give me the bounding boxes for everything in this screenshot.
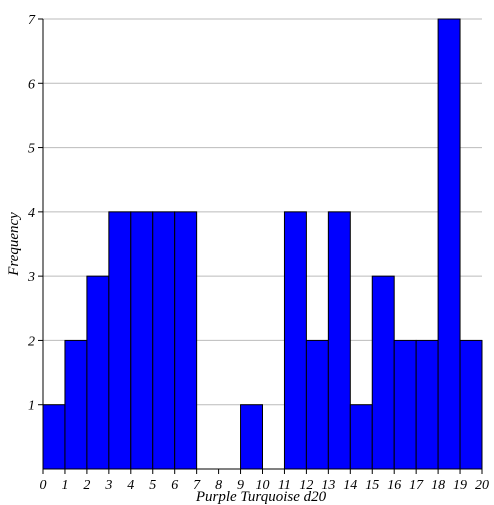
bar	[437, 18, 461, 470]
x-tick-label: 11	[278, 478, 291, 493]
x-axis-label: Purple Turquoise d20	[195, 489, 327, 505]
bar	[64, 339, 88, 470]
y-tick-label: 1	[28, 399, 35, 414]
x-tick-labels: 0 1 2 3 4 5 6 7 8 9 10 11 12 13 14 15 16 17 18 19 20	[40, 478, 490, 493]
bar	[349, 404, 373, 470]
x-tick-label: 20	[475, 478, 489, 493]
y-axis-label: Frequency	[6, 212, 22, 277]
x-tick-label: 17	[409, 478, 424, 493]
bar	[130, 211, 154, 470]
x-tick-label: 14	[343, 478, 357, 493]
bar	[152, 211, 176, 470]
x-tick-label: 7	[193, 478, 201, 493]
bar	[86, 275, 110, 470]
x-tick-label: 12	[299, 478, 313, 493]
x-tick-label: 1	[61, 478, 68, 493]
bar	[240, 404, 264, 470]
bar	[283, 211, 307, 470]
bar	[174, 211, 198, 470]
bar	[415, 339, 439, 470]
x-tick-label: 15	[365, 478, 379, 493]
x-tick-label: 19	[453, 478, 467, 493]
bar	[371, 275, 395, 470]
y-tick-label: 6	[28, 77, 35, 92]
bar	[108, 211, 132, 470]
y-tick-labels: 1 2 3 4 5 6 7	[27, 13, 36, 414]
x-tick-label: 18	[431, 478, 445, 493]
bar	[305, 339, 329, 470]
y-tick-label: 5	[28, 142, 35, 157]
x-tick-label: 2	[83, 478, 90, 493]
y-tick-label: 2	[28, 334, 35, 349]
y-tick-label: 7	[28, 13, 36, 28]
x-tick-label: 8	[215, 478, 222, 493]
bars	[42, 18, 483, 470]
bar	[459, 339, 483, 470]
bar	[327, 211, 351, 470]
x-tick-label: 4	[127, 478, 134, 493]
bar	[393, 339, 417, 470]
x-tick-label: 10	[256, 478, 270, 493]
x-tick-label: 5	[149, 478, 156, 493]
x-tick-label: 16	[387, 478, 401, 493]
x-tick-label: 9	[237, 478, 244, 493]
y-tick-label: 4	[28, 206, 35, 221]
x-tick-label: 13	[321, 478, 335, 493]
x-tick-label: 6	[171, 478, 178, 493]
bar	[42, 404, 66, 470]
x-tick-label: 0	[40, 478, 47, 493]
x-tick-label: 3	[104, 478, 112, 493]
y-tick-label: 3	[27, 270, 35, 285]
axes	[38, 18, 483, 474]
